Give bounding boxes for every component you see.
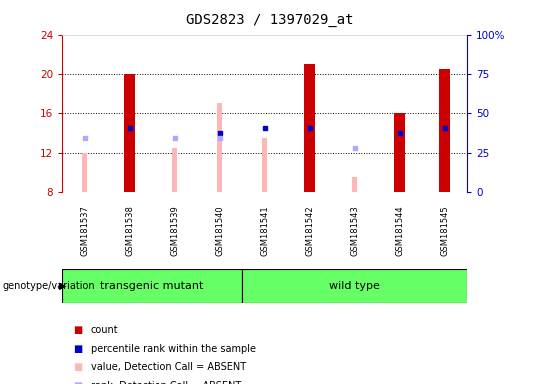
Text: ▶: ▶ xyxy=(59,281,66,291)
Bar xyxy=(394,113,405,192)
Bar xyxy=(124,74,135,192)
Text: wild type: wild type xyxy=(329,281,380,291)
Bar xyxy=(352,177,357,192)
Text: GSM181545: GSM181545 xyxy=(440,205,449,256)
Text: percentile rank within the sample: percentile rank within the sample xyxy=(91,344,256,354)
Bar xyxy=(172,148,177,192)
Text: GDS2823 / 1397029_at: GDS2823 / 1397029_at xyxy=(186,13,354,27)
Text: GSM181544: GSM181544 xyxy=(395,205,404,256)
Text: value, Detection Call = ABSENT: value, Detection Call = ABSENT xyxy=(91,362,246,372)
Text: ■: ■ xyxy=(73,362,82,372)
Bar xyxy=(82,153,87,192)
Text: GSM181541: GSM181541 xyxy=(260,205,269,256)
Bar xyxy=(217,103,222,192)
Text: GSM181540: GSM181540 xyxy=(215,205,224,256)
Text: transgenic mutant: transgenic mutant xyxy=(100,281,204,291)
Text: GSM181542: GSM181542 xyxy=(305,205,314,256)
Text: GSM181538: GSM181538 xyxy=(125,205,134,256)
Text: GSM181543: GSM181543 xyxy=(350,205,359,256)
Bar xyxy=(262,138,267,192)
Bar xyxy=(242,269,467,303)
Text: ■: ■ xyxy=(73,381,82,384)
Text: ■: ■ xyxy=(73,344,82,354)
Text: GSM181539: GSM181539 xyxy=(170,205,179,256)
Bar xyxy=(439,69,450,192)
Bar xyxy=(62,269,242,303)
Text: rank, Detection Call = ABSENT: rank, Detection Call = ABSENT xyxy=(91,381,241,384)
Text: GSM181537: GSM181537 xyxy=(80,205,89,256)
Text: ■: ■ xyxy=(73,325,82,335)
Text: count: count xyxy=(91,325,118,335)
Text: genotype/variation: genotype/variation xyxy=(3,281,96,291)
Bar xyxy=(304,64,315,192)
